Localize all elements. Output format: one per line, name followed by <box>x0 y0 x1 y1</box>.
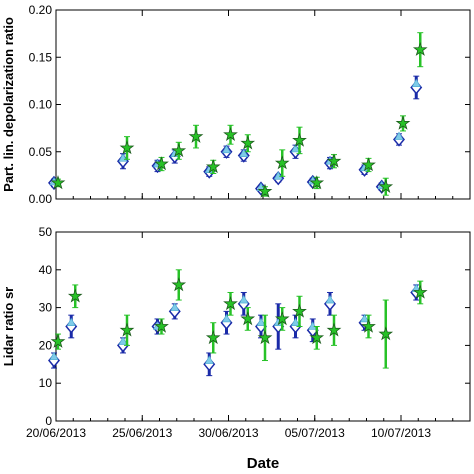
data-point-star <box>119 322 135 337</box>
y-ticks-lidar-ratio: 0 10 20 30 40 50 <box>39 225 470 428</box>
data-point-star <box>154 318 169 333</box>
y-tick-label: 40 <box>39 263 53 277</box>
data-point-triangle <box>66 317 76 327</box>
x-ticks-depolarization <box>55 10 471 199</box>
data-point-star <box>188 128 204 143</box>
data-point-star <box>50 333 66 348</box>
data-point-triangle <box>411 78 421 88</box>
data-point-star <box>171 277 187 292</box>
data-point-star <box>309 330 325 345</box>
data-point-triangle <box>222 313 231 323</box>
data-point-star <box>257 330 273 345</box>
y-tick-label: 0.05 <box>29 145 53 159</box>
data-point-star <box>309 175 325 190</box>
data-point-triangle <box>204 355 214 364</box>
data-point-star <box>361 318 376 333</box>
y-ticks-depolarization: 0.00 0.05 0.10 0.15 0.20 <box>29 3 470 206</box>
x-tick-label: 10/07/2013 <box>371 426 431 440</box>
data-point-triangle <box>325 294 335 304</box>
x-ticks-lidar-ratio: 20/06/2013 25/06/2013 30/06/2013 05/07/2013… <box>26 232 471 440</box>
data-point-star <box>171 143 187 158</box>
data-point-star <box>67 288 83 303</box>
marks-lidar-ratio <box>48 269 428 377</box>
data-point-star <box>361 157 376 172</box>
data-point-star <box>412 284 428 299</box>
data-point-star <box>395 115 411 130</box>
y-tick-label: 0.00 <box>29 192 53 206</box>
data-point-star <box>412 41 428 56</box>
data-point-star <box>205 159 221 174</box>
data-point-triangle <box>170 302 180 311</box>
data-point-triangle <box>239 294 249 304</box>
y-axis-title-lidar-ratio: Lidar ratio sr <box>1 287 16 366</box>
x-tick-label: 30/06/2013 <box>198 426 258 440</box>
data-point-triangle <box>118 336 128 345</box>
data-point-star <box>223 126 238 141</box>
data-point-star <box>240 135 256 150</box>
data-point-star <box>223 296 238 311</box>
data-point-triangle <box>239 148 249 157</box>
data-point-star <box>292 132 307 147</box>
data-point-star <box>119 140 135 155</box>
x-tick-label: 05/07/2013 <box>285 426 345 440</box>
plot-frame-depolarization <box>55 9 471 200</box>
data-point-triangle <box>360 313 369 323</box>
x-axis-title: Date <box>247 455 280 472</box>
data-point-star <box>50 175 66 190</box>
y-tick-label: 0 <box>45 414 52 428</box>
x-tick-label: 25/06/2013 <box>112 426 172 440</box>
panel-lidar-ratio: 0 10 20 30 40 50 20/06/2013 25/06/2013 30/06/20… <box>1 225 471 440</box>
data-point-triangle <box>256 317 266 327</box>
data-point-star <box>326 153 342 168</box>
y-tick-label: 20 <box>39 338 53 352</box>
data-point-triangle <box>49 351 59 361</box>
x-tick-label: 20/06/2013 <box>26 426 86 440</box>
data-point-star <box>240 311 256 326</box>
data-point-star <box>274 311 290 326</box>
data-point-triangle <box>222 144 231 154</box>
data-point-triangle <box>273 171 283 180</box>
data-point-triangle <box>291 317 300 327</box>
y-tick-label: 0.15 <box>29 50 53 64</box>
y-tick-label: 10 <box>39 376 53 390</box>
y-tick-label: 30 <box>39 301 53 315</box>
y-axis-title-depolarization: Part. lin. depolarization ratio <box>1 17 16 192</box>
data-point-star <box>378 326 394 341</box>
data-point-triangle <box>291 143 300 153</box>
marks-depolarization <box>48 32 428 198</box>
y-tick-label: 50 <box>39 225 53 239</box>
data-point-triangle <box>394 131 404 140</box>
data-point-star <box>326 322 342 337</box>
data-point-star <box>378 178 394 194</box>
data-point-star <box>154 156 169 171</box>
data-point-star <box>257 183 273 198</box>
data-point-star <box>292 303 307 318</box>
data-point-star <box>274 155 290 170</box>
y-tick-label: 0.10 <box>29 98 53 112</box>
panel-depolarization: 0.00 0.05 0.10 0.15 0.20 Part. lin. depolari… <box>1 3 471 206</box>
y-tick-label: 0.20 <box>29 3 53 17</box>
data-point-triangle <box>308 321 318 330</box>
data-point-star <box>205 330 221 345</box>
